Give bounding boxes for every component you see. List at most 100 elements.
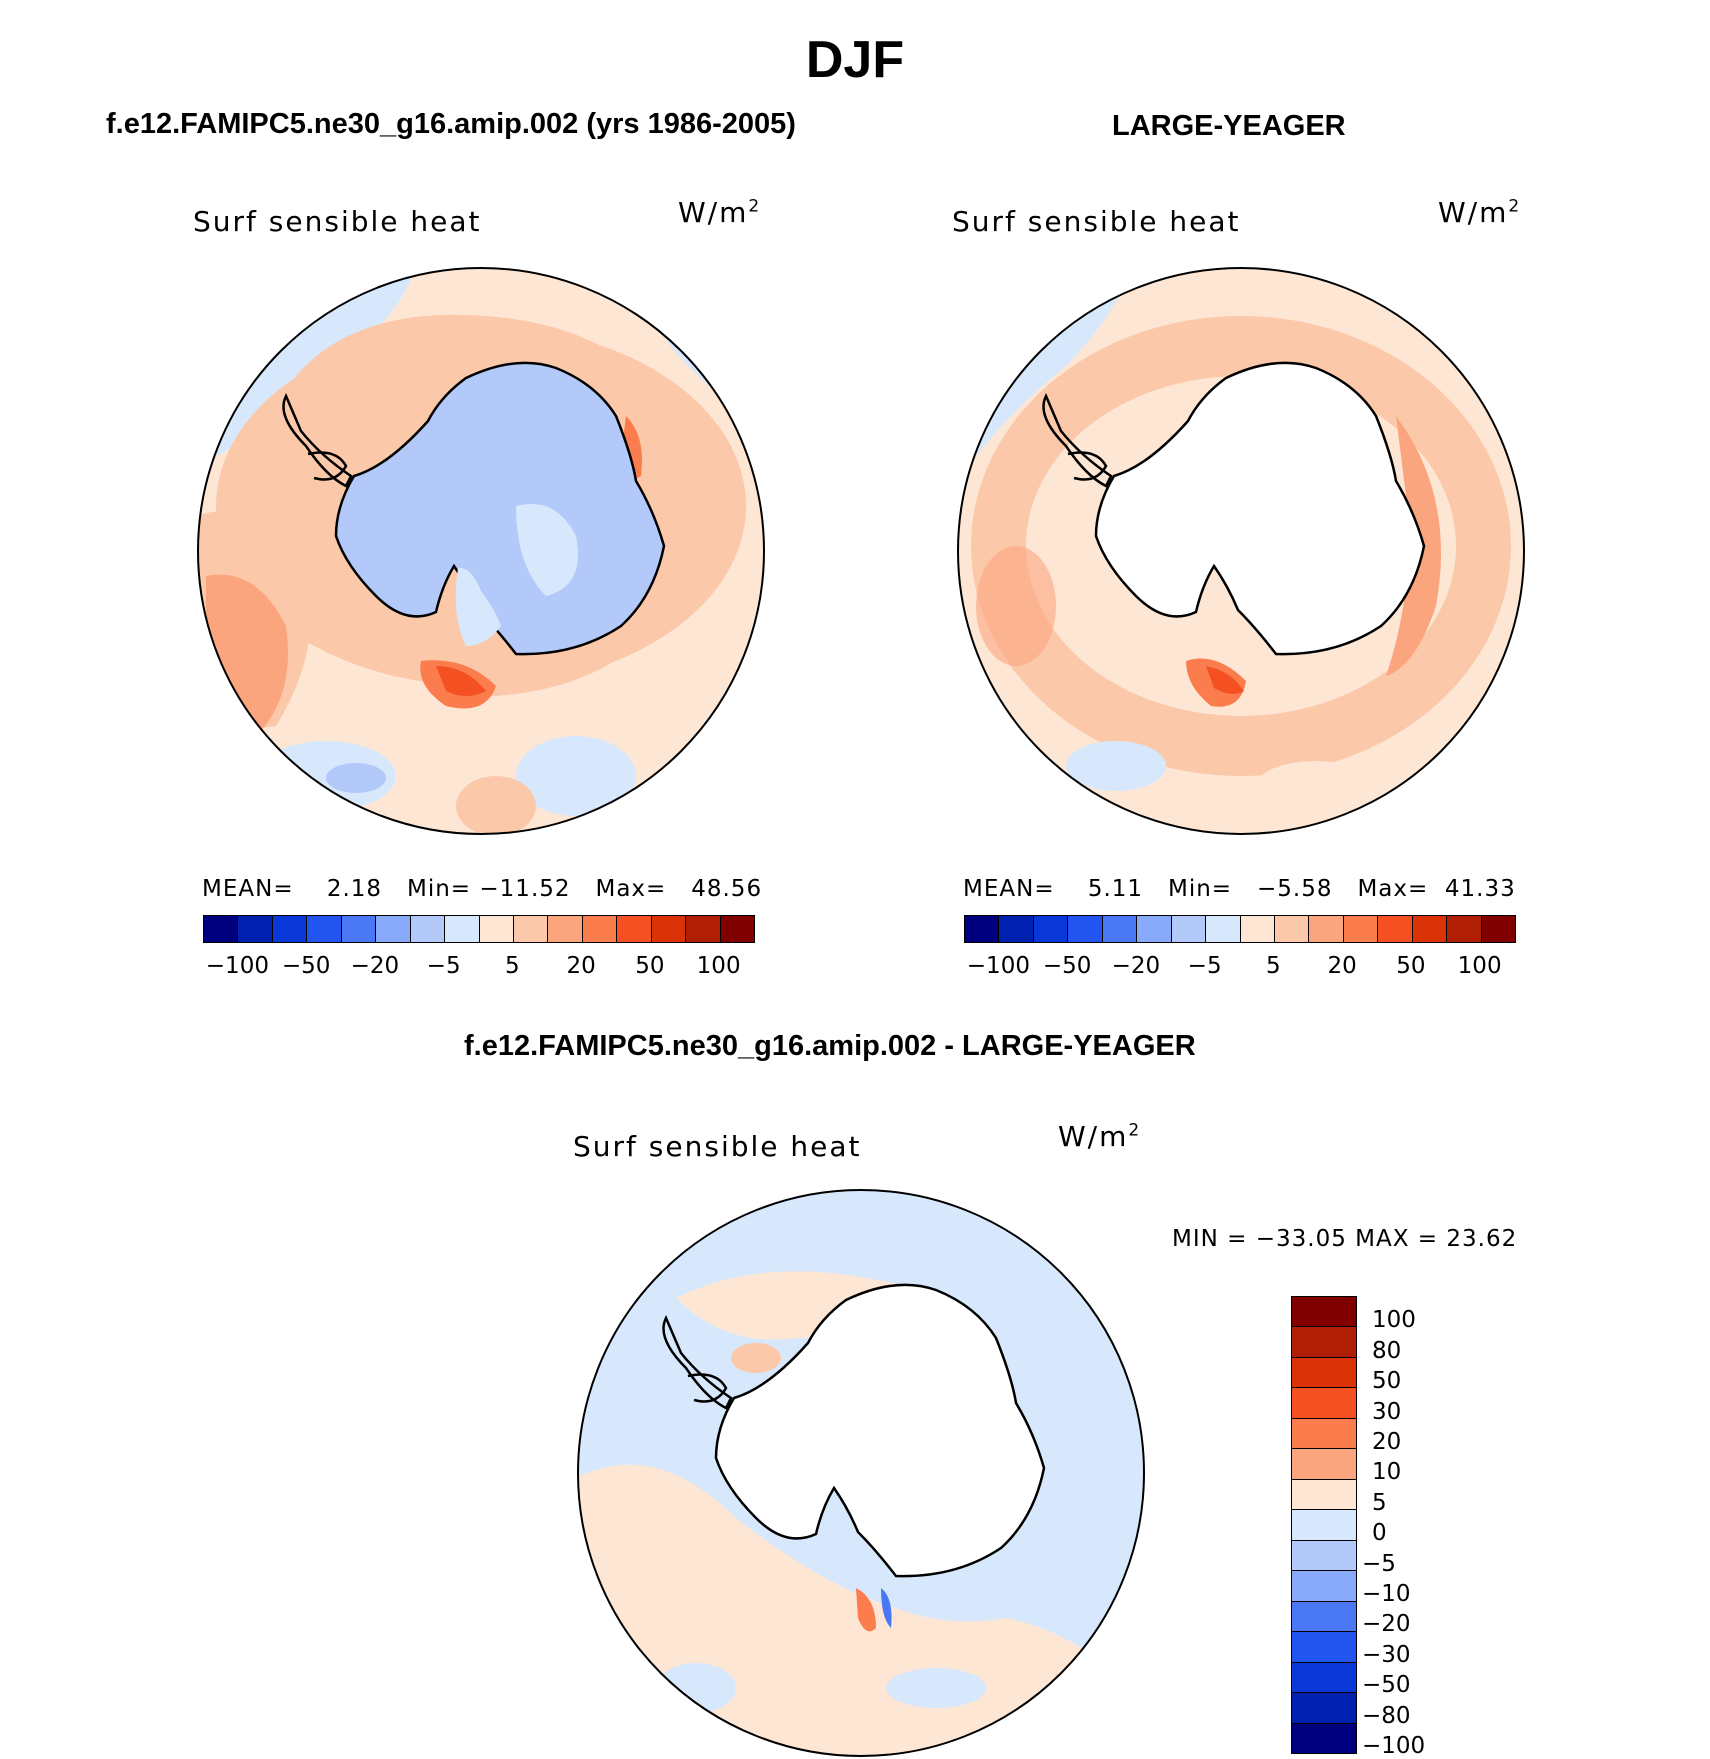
colorbar-model [203, 915, 755, 943]
colorbar-swatch [1292, 1632, 1356, 1663]
colorbar-swatch [617, 916, 652, 942]
colorbar-swatch [548, 916, 583, 942]
colorbar-tick-label: 100 [1457, 953, 1502, 979]
colorbar-labels-diff: 100 80 50 30 20 10 5 0 −5 −10 −20 −30 −50 −80 −100 [1362, 1296, 1450, 1759]
variable-label-diff: Surf sensible heat [573, 1130, 862, 1163]
colorbar-tick-label: −50 [281, 953, 331, 979]
colorbar-swatch [1309, 916, 1344, 942]
figure-title: DJF [805, 31, 905, 89]
colorbar-swatch [1292, 1571, 1356, 1602]
units-label-diff: W/m2 [1058, 1120, 1142, 1153]
colorbar-swatch [1292, 1693, 1356, 1724]
colorbar-swatch [1481, 916, 1515, 942]
colorbar-swatch [1102, 916, 1138, 942]
colorbar-tick-label: −50 [1362, 1672, 1411, 1699]
colorbar-swatch [1274, 916, 1310, 942]
colorbar-tick-label: 80 [1372, 1337, 1402, 1364]
colorbar-tick-label: 10 [1372, 1459, 1402, 1486]
colorbar-swatch [1292, 1388, 1356, 1419]
colorbar-swatch [1292, 1418, 1356, 1450]
colorbar-tick-label: −50 [1042, 953, 1092, 979]
colorbar-swatch [1171, 916, 1207, 942]
colorbar-swatch [686, 916, 721, 942]
colorbar-swatch [1343, 916, 1379, 942]
colorbar-swatch [1292, 1601, 1356, 1633]
colorbar-tick-label: −100 [966, 953, 1030, 979]
colorbar-tick-label: 20 [1372, 1429, 1402, 1455]
colorbar-swatch [1292, 1662, 1356, 1694]
colorbar-swatch [582, 916, 618, 942]
colorbar-swatch [1378, 916, 1413, 942]
colorbar-obs [964, 915, 1516, 943]
colorbar-swatch [1412, 916, 1448, 942]
colorbar-tick-label: 100 [1372, 1307, 1416, 1334]
colorbar-swatch [1292, 1540, 1356, 1572]
colorbar-swatch [238, 916, 273, 942]
colorbar-swatch [1292, 1297, 1356, 1328]
colorbar-tick-label: −20 [1111, 953, 1161, 979]
colorbar-swatch [1292, 1357, 1356, 1389]
colorbar-tick-label: 50 [1372, 1368, 1402, 1395]
units-label-model: W/m2 [678, 196, 762, 229]
colorbar-tick-label: −80 [1362, 1702, 1411, 1729]
colorbar-swatch [1137, 916, 1172, 942]
colorbar-tick-label: −100 [1362, 1733, 1426, 1759]
colorbar-swatch [720, 916, 754, 942]
colorbar-tick-label: −10 [1362, 1581, 1411, 1607]
colorbar-diff [1291, 1296, 1357, 1754]
colorbar-tick-label: 5 [1266, 953, 1281, 979]
colorbar-tick-label: 30 [1372, 1398, 1402, 1425]
colorbar-tick-label: −20 [1362, 1611, 1411, 1638]
colorbar-tick-label: 20 [566, 953, 596, 979]
colorbar-swatch [1292, 1723, 1356, 1754]
colorbar-tick-label: 20 [1327, 953, 1357, 979]
colorbar-tick-label: 50 [635, 953, 665, 979]
variable-label-model: Surf sensible heat [193, 205, 482, 238]
colorbar-swatch [410, 916, 446, 942]
panel-title-model: f.e12.FAMIPC5.ne30_g16.amip.002 (yrs 198… [106, 108, 796, 140]
colorbar-swatch [1068, 916, 1103, 942]
polar-map-model [197, 267, 765, 835]
variable-label-obs: Surf sensible heat [952, 205, 1241, 238]
panel-title-diff: f.e12.FAMIPC5.ne30_g16.amip.002 - LARGE-… [464, 1030, 1196, 1062]
colorbar-tick-label: −5 [1362, 1550, 1396, 1577]
colorbar-swatch [513, 916, 549, 942]
colorbar-swatch [1240, 916, 1275, 942]
colorbar-swatch [965, 916, 1000, 942]
colorbar-swatch [1033, 916, 1069, 942]
colorbar-tick-label: −30 [1362, 1641, 1411, 1668]
colorbar-swatch [445, 916, 480, 942]
colorbar-tick-label: 0 [1372, 1520, 1387, 1547]
stats-obs: MEAN= 5.11 Min= −5.58 Max= 41.33 [963, 876, 1516, 902]
colorbar-tick-label: −5 [426, 953, 461, 979]
colorbar-swatch [999, 916, 1034, 942]
colorbar-tick-label: 50 [1396, 953, 1426, 979]
colorbar-tick-label: −20 [350, 953, 400, 979]
stats-model: MEAN= 2.18 Min= −11.52 Max= 48.56 [202, 876, 763, 902]
colorbar-swatch [1292, 1479, 1356, 1511]
colorbar-tick-label: −5 [1187, 953, 1222, 979]
colorbar-swatch [1447, 916, 1482, 942]
units-label-obs: W/m2 [1438, 196, 1522, 229]
colorbar-tick-label: 5 [505, 953, 520, 979]
minmax-diff: MIN = −33.05 MAX = 23.62 [1172, 1226, 1518, 1252]
colorbar-swatch [204, 916, 239, 942]
colorbar-labels-obs: −100 −50 −20 −5 5 20 50 100 [964, 953, 1514, 983]
colorbar-swatch [479, 916, 514, 942]
colorbar-tick-label: 5 [1372, 1489, 1387, 1516]
polar-map-obs [957, 267, 1525, 835]
colorbar-swatch [272, 916, 308, 942]
colorbar-swatch [307, 916, 342, 942]
colorbar-tick-label: 100 [696, 953, 741, 979]
panel-title-obs: LARGE-YEAGER [1112, 110, 1346, 142]
colorbar-labels-model: −100 −50 −20 −5 5 20 50 100 [203, 953, 753, 983]
colorbar-swatch [1206, 916, 1241, 942]
colorbar-swatch [1292, 1327, 1356, 1358]
colorbar-tick-label: −100 [205, 953, 269, 979]
colorbar-swatch [376, 916, 411, 942]
colorbar-swatch [1292, 1510, 1356, 1541]
colorbar-swatch [651, 916, 687, 942]
colorbar-swatch [1292, 1449, 1356, 1480]
colorbar-swatch [341, 916, 377, 942]
polar-map-diff [577, 1189, 1145, 1757]
